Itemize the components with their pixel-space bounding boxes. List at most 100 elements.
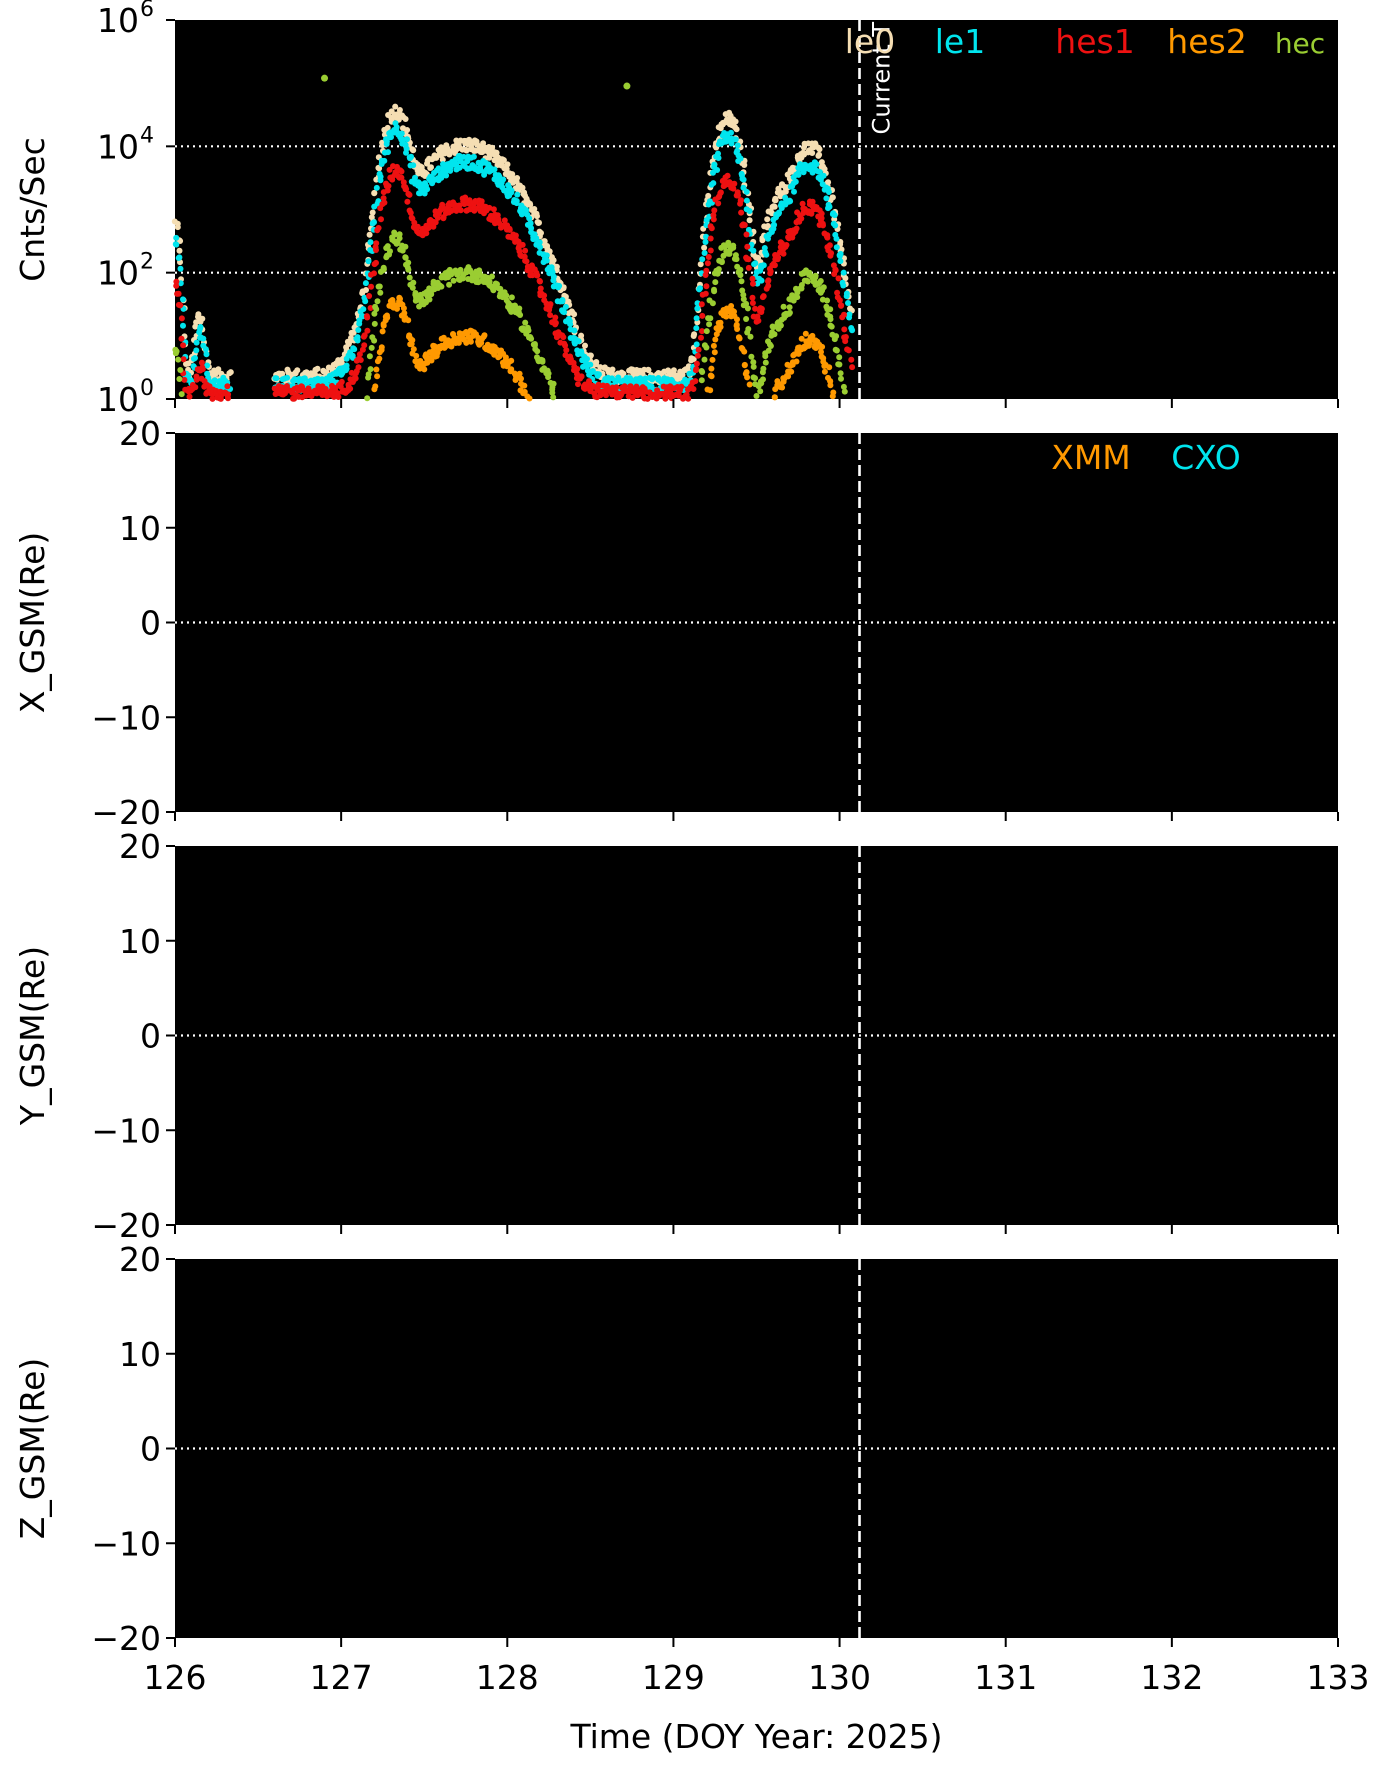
data-point-hes2 xyxy=(503,363,510,370)
data-point-le1 xyxy=(837,258,844,265)
data-point-le1 xyxy=(200,335,207,342)
data-point-hes1 xyxy=(765,277,772,284)
data-point-hec xyxy=(737,266,744,273)
data-point-hes1 xyxy=(595,381,602,388)
data-point-le0 xyxy=(705,192,712,199)
data-point-hes1 xyxy=(193,373,200,380)
data-point-hes2 xyxy=(478,339,485,346)
data-point-hes1 xyxy=(173,282,180,289)
data-point-le1 xyxy=(360,306,367,313)
data-point-hes1 xyxy=(715,200,722,207)
data-point-hes1 xyxy=(841,326,848,333)
data-point-hes2 xyxy=(741,361,748,368)
data-point-hes2 xyxy=(734,326,741,332)
data-point-le1 xyxy=(514,191,521,198)
y-tick-exponent: 2 xyxy=(140,250,154,275)
data-point-hes2 xyxy=(378,344,385,351)
data-point-le0 xyxy=(509,171,516,178)
data-point-hes2 xyxy=(723,313,730,320)
data-point-le1 xyxy=(846,314,853,321)
data-point-hec xyxy=(402,243,409,250)
data-point-hes1 xyxy=(695,346,702,353)
data-point-hes1 xyxy=(743,231,750,238)
data-point-le1 xyxy=(537,244,543,251)
data-point-hec xyxy=(489,273,495,280)
data-point-hes1 xyxy=(849,364,856,371)
data-point-le0 xyxy=(816,146,823,153)
data-point-hec xyxy=(699,369,706,375)
data-point-hes2 xyxy=(793,358,800,365)
data-point-le0 xyxy=(578,332,585,339)
data-point-hes1 xyxy=(752,305,759,312)
data-point-le1 xyxy=(385,149,391,156)
data-point-le1 xyxy=(754,280,761,287)
data-point-hec xyxy=(321,74,329,82)
data-point-hes1 xyxy=(838,302,845,309)
y-tick-label: −10 xyxy=(91,698,161,737)
data-point-hes1 xyxy=(406,191,413,198)
data-point-hes1 xyxy=(515,238,522,245)
data-point-le0 xyxy=(480,140,487,147)
data-point-hec xyxy=(374,298,381,305)
legend-hes2: hes2 xyxy=(1167,22,1246,61)
y-tick-label: 20 xyxy=(119,1240,161,1279)
data-point-hes2 xyxy=(508,366,515,373)
data-point-le0 xyxy=(279,370,286,377)
data-point-hes2 xyxy=(708,365,715,372)
data-point-hes1 xyxy=(749,300,756,306)
data-point-le0 xyxy=(521,189,528,196)
data-point-hes2 xyxy=(734,316,740,323)
data-point-hes1 xyxy=(745,264,752,271)
x-tick-label: 129 xyxy=(642,1658,705,1697)
data-point-hes1 xyxy=(780,250,787,257)
data-point-hes2 xyxy=(518,375,524,382)
data-point-le1 xyxy=(481,171,488,178)
data-point-hes2 xyxy=(717,319,724,326)
data-point-hes1 xyxy=(793,225,800,232)
data-point-hes1 xyxy=(693,360,700,367)
data-point-hec xyxy=(745,326,752,332)
y-tick-label: 10 xyxy=(97,127,139,166)
data-point-hes1 xyxy=(175,290,182,297)
data-point-hec xyxy=(827,306,834,313)
data-point-hes1 xyxy=(355,364,362,371)
data-point-hec xyxy=(405,259,412,266)
data-point-hec xyxy=(175,356,182,363)
legend-CXO: CXO xyxy=(1171,438,1241,477)
data-point-hes2 xyxy=(798,335,805,342)
legend-hes1: hes1 xyxy=(1055,22,1134,61)
data-point-hes1 xyxy=(423,230,430,237)
data-point-le1 xyxy=(714,167,721,173)
data-point-hes2 xyxy=(376,355,383,362)
data-point-le1 xyxy=(373,184,380,191)
data-point-le0 xyxy=(560,285,567,292)
data-point-le1 xyxy=(204,362,211,369)
data-point-hes1 xyxy=(693,366,700,372)
data-point-hes1 xyxy=(356,351,363,358)
data-point-le0 xyxy=(772,195,779,202)
data-point-le1 xyxy=(203,351,210,358)
data-point-hec xyxy=(786,304,793,311)
y-tick-label: −20 xyxy=(91,793,161,832)
data-point-hes1 xyxy=(832,267,839,274)
data-point-hes1 xyxy=(512,232,519,239)
data-point-hes1 xyxy=(698,334,704,341)
data-point-hec xyxy=(721,243,728,250)
data-point-le1 xyxy=(343,362,350,369)
data-point-hec xyxy=(743,316,750,322)
data-point-le1 xyxy=(840,282,847,289)
data-point-le1 xyxy=(180,296,186,303)
data-point-hec xyxy=(777,322,784,329)
data-point-hec xyxy=(711,288,718,295)
data-point-le0 xyxy=(538,230,544,236)
data-point-hes1 xyxy=(777,239,784,246)
data-point-le1 xyxy=(832,222,839,229)
data-point-le0 xyxy=(746,217,753,224)
data-point-hes1 xyxy=(574,366,581,372)
data-point-hes2 xyxy=(521,382,528,389)
data-point-le0 xyxy=(503,165,510,172)
data-point-le0 xyxy=(838,246,845,253)
data-point-hes1 xyxy=(425,224,432,231)
